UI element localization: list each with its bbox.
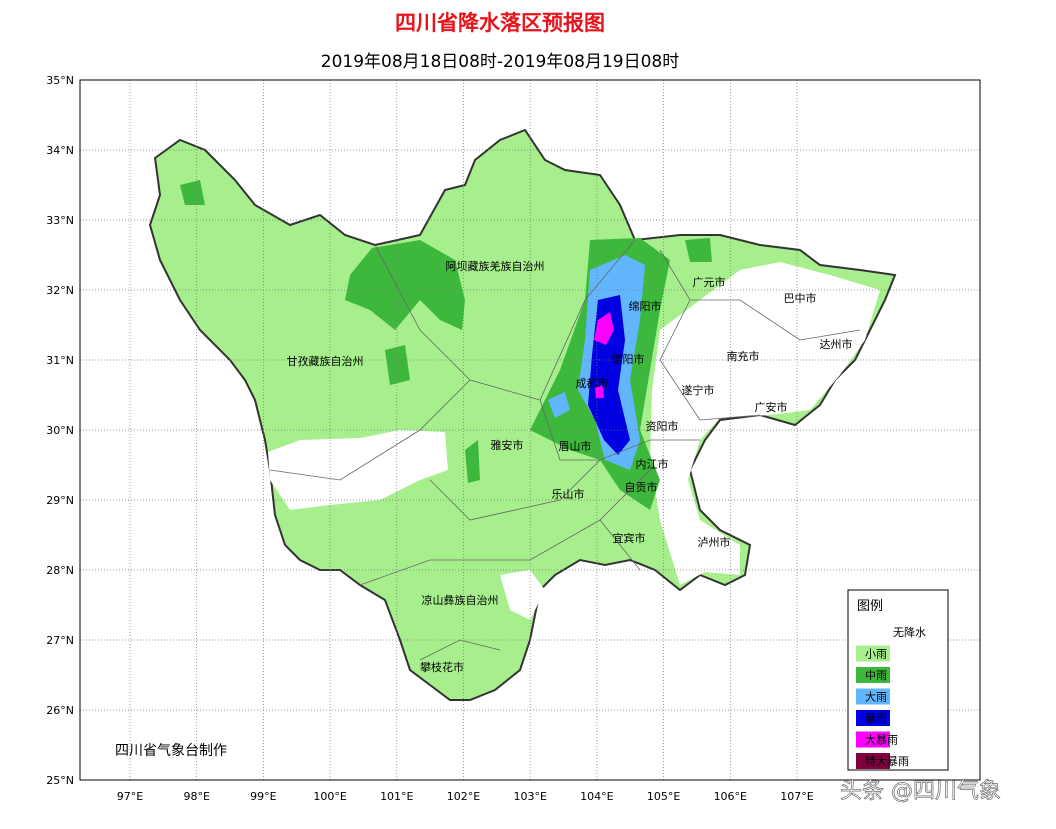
title: 四川省降水落区预报图 — [395, 11, 605, 35]
legend-swatch — [856, 710, 890, 726]
lat-label: 31°N — [46, 354, 74, 367]
place-label: 内江市 — [636, 457, 669, 471]
legend-label: 中雨 — [865, 669, 887, 682]
legend-label: 大暴雨 — [865, 733, 898, 747]
lon-label: 101°E — [380, 790, 413, 803]
place-label: 雅安市 — [491, 438, 524, 452]
legend-swatch — [856, 645, 890, 662]
map-frame — [79, 79, 981, 781]
legend-swatch — [856, 731, 890, 748]
lon-label: 100°E — [313, 790, 346, 803]
lat-label: 28°N — [46, 564, 74, 577]
place-label: 眉山市 — [559, 439, 592, 453]
place-label: 宜宾市 — [613, 531, 646, 545]
place-label: 泸州市 — [698, 535, 731, 549]
downpour-area — [594, 312, 614, 398]
lon-label: 107°E — [780, 790, 813, 803]
legend-label: 特大暴雨 — [865, 754, 909, 768]
place-label: 南充市 — [727, 349, 760, 363]
place-label: 广安市 — [755, 400, 788, 414]
lon-label: 102°E — [447, 790, 480, 803]
lat-label: 30°N — [46, 424, 74, 437]
legend-swatch — [856, 624, 890, 640]
legend-swatch — [856, 753, 890, 769]
legend-swatch — [856, 667, 890, 683]
place-label: 成都市 — [576, 376, 609, 390]
lat-label: 29°N — [46, 494, 74, 507]
no-rain-area — [650, 262, 880, 585]
lat-label: 34°N — [46, 144, 74, 157]
place-label: 甘孜藏族自治州 — [287, 354, 364, 368]
place-label: 广元市 — [693, 275, 726, 289]
place-label: 达州市 — [820, 337, 853, 351]
credit: 四川省气象台制作 — [115, 743, 227, 759]
subtitle: 2019年08月18日08时-2019年08月19日08时 — [321, 52, 679, 72]
place-label: 资阳市 — [646, 419, 679, 433]
lat-label: 35°N — [46, 74, 74, 87]
place-label: 凉山彝族自治州 — [422, 593, 499, 607]
legend-title: 图例 — [857, 599, 883, 614]
lat-label: 32°N — [46, 284, 74, 297]
lat-label: 27°N — [46, 634, 74, 647]
no-rain-area — [500, 570, 545, 620]
legend-label: 小雨 — [865, 648, 887, 661]
watermark: 头条 @四川气象 — [840, 779, 1001, 804]
lon-label: 105°E — [647, 790, 680, 803]
lat-label: 26°N — [46, 704, 74, 717]
place-label: 绵阳市 — [629, 299, 662, 313]
place-label: 乐山市 — [552, 487, 585, 501]
place-label: 遂宁市 — [682, 383, 715, 397]
legend-swatch — [856, 688, 890, 705]
lon-label: 106°E — [714, 790, 747, 803]
province — [148, 128, 897, 701]
place-label: 阿坝藏族羌族自治州 — [446, 259, 545, 273]
place-label: 德阳市 — [612, 352, 645, 366]
place-label: 巴中市 — [784, 291, 817, 305]
legend-label: 大雨 — [865, 690, 887, 704]
legend-label: 暴雨 — [865, 712, 887, 725]
moderate-rain-area — [180, 180, 712, 510]
lon-label: 104°E — [580, 790, 613, 803]
lon-label: 99°E — [250, 790, 276, 803]
lat-label: 25°N — [46, 774, 74, 787]
lon-label: 97°E — [117, 790, 143, 803]
place-label: 自贡市 — [625, 480, 658, 494]
lon-label: 103°E — [513, 790, 546, 803]
legend-label: 无降水 — [893, 625, 926, 639]
no-rain-area — [268, 430, 448, 510]
lon-label: 98°E — [183, 790, 209, 803]
lat-label: 33°N — [46, 214, 74, 227]
place-label: 攀枝花市 — [420, 660, 464, 674]
